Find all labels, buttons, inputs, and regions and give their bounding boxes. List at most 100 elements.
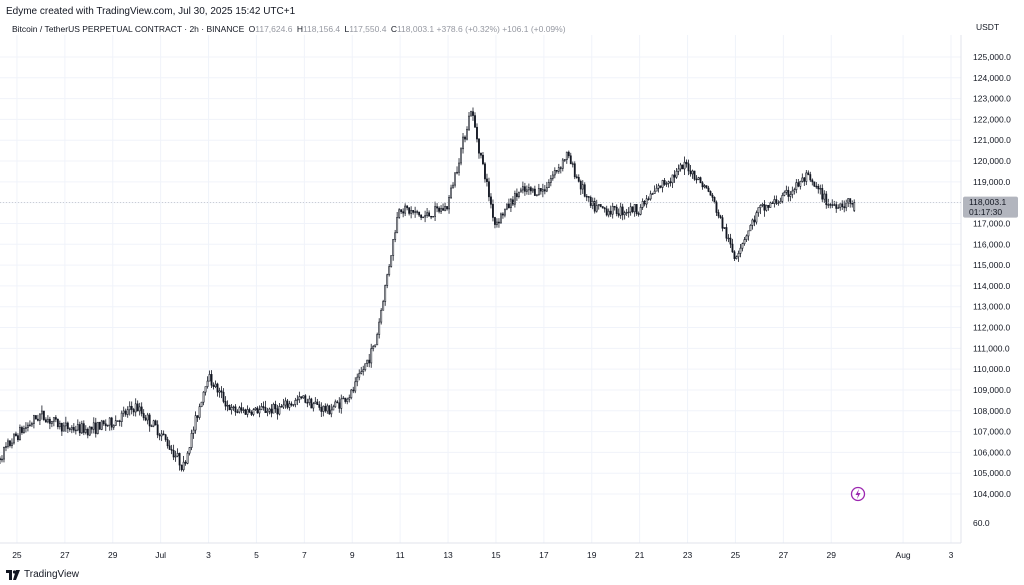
candle [677, 164, 680, 176]
candle [450, 184, 452, 200]
candle-body [797, 182, 800, 187]
candle-body [416, 211, 419, 213]
candle-body [703, 185, 706, 188]
symbol-title[interactable]: Bitcoin / TetherUS PERPETUAL CONTRACT · … [12, 24, 245, 34]
time-tick-label: 27 [779, 550, 789, 560]
candle [74, 425, 77, 435]
candle-body [773, 199, 776, 204]
candle-body [799, 181, 802, 187]
candle-body [701, 182, 704, 188]
candle [50, 420, 53, 428]
candle [334, 399, 337, 408]
candle-body [593, 200, 596, 212]
candle-body [98, 421, 101, 430]
candle-body [420, 214, 423, 218]
candle-body [515, 193, 518, 197]
candle [208, 370, 211, 382]
candle-body [312, 403, 315, 409]
candle-body [508, 203, 510, 209]
candle [659, 185, 662, 189]
candle-body [118, 420, 121, 423]
candle-body [557, 167, 560, 172]
candle-body [112, 425, 115, 428]
candle [394, 229, 397, 243]
candle [200, 401, 203, 408]
candle-body [206, 380, 209, 387]
candle-body [244, 409, 247, 415]
candle-body [408, 207, 411, 214]
tradingview-footer[interactable]: TradingView [6, 569, 79, 580]
candle [797, 179, 800, 188]
candle [224, 396, 227, 411]
time-tick-label: 13 [443, 550, 453, 560]
candle-body [404, 205, 407, 214]
candle-body [535, 194, 538, 196]
candle [723, 227, 726, 229]
candle [254, 406, 257, 411]
candle [392, 239, 395, 261]
candle-body [513, 193, 516, 205]
candle [789, 191, 792, 202]
candle [517, 191, 520, 199]
candle-body [238, 407, 241, 413]
alert-icon[interactable] [850, 486, 866, 502]
price-tick-label: 113,000.0 [973, 302, 1010, 312]
candle [673, 170, 676, 183]
candle [831, 199, 834, 209]
candle [492, 199, 494, 222]
candle [324, 403, 327, 413]
candle-body [338, 402, 341, 409]
candle [456, 166, 458, 175]
candle [132, 407, 135, 417]
candle [396, 212, 399, 234]
candle [757, 207, 760, 217]
candle [843, 200, 846, 213]
candle-body [675, 170, 678, 178]
candle-body [262, 406, 265, 408]
candle [825, 191, 828, 209]
candle [715, 200, 718, 217]
candle-body [456, 171, 458, 174]
candle [801, 173, 804, 183]
candle-body [300, 396, 303, 399]
candle [386, 273, 389, 289]
candle-body [577, 177, 580, 182]
time-tick-label: 29 [827, 550, 837, 560]
candle-body [292, 404, 295, 406]
candle-body [831, 204, 834, 206]
candle-body [783, 192, 786, 196]
candle [220, 386, 223, 399]
currency-label[interactable]: USDT [976, 22, 1000, 32]
candle [837, 204, 840, 209]
candle-body [204, 386, 207, 393]
candle-body [685, 161, 688, 165]
candle [599, 204, 602, 208]
candle [72, 423, 75, 433]
candle [771, 201, 774, 204]
candle-body [599, 204, 602, 207]
candle [527, 183, 530, 195]
candle [787, 186, 790, 202]
candle [563, 158, 566, 163]
candle [581, 180, 584, 194]
candle-body [390, 255, 393, 267]
candle-body [440, 208, 442, 212]
candle [196, 415, 199, 422]
candle-body [661, 180, 664, 188]
candle-body [847, 198, 850, 204]
candle [342, 395, 345, 400]
candle-body [380, 309, 383, 323]
candle-body [410, 210, 413, 214]
candle-body [58, 422, 61, 428]
candle-body [527, 187, 530, 191]
candle-body [490, 196, 492, 205]
candle-body [308, 398, 311, 403]
candle [442, 203, 444, 211]
candle-body [669, 181, 672, 184]
candle [585, 193, 588, 202]
candle-body [631, 206, 634, 213]
price-tick-label: 107,000.0 [973, 427, 1011, 437]
candle-body [232, 406, 235, 408]
footer-brand: TradingView [24, 569, 80, 580]
